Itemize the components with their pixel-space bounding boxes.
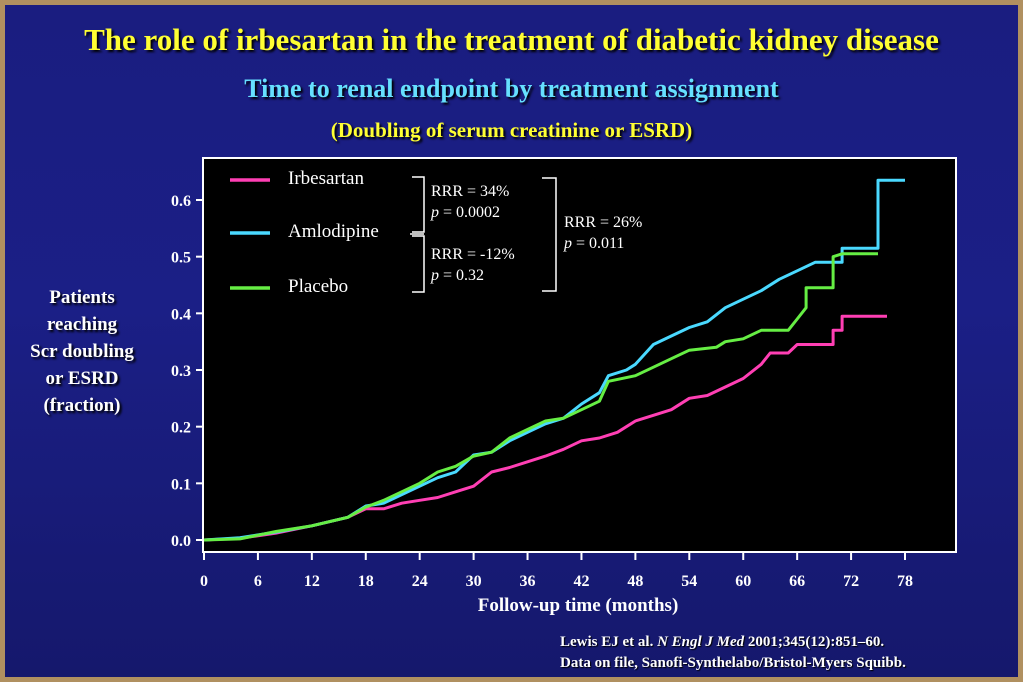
- legend-label: Irbesartan: [288, 168, 364, 189]
- x-tick-label: 48: [627, 573, 643, 590]
- x-tick-label: 18: [358, 573, 374, 590]
- legend-label: Placebo: [288, 276, 348, 297]
- y-axis: 0.0 0.1 0.2 0.3 0.4 0.5 0.6: [171, 193, 203, 550]
- rrr-value: RRR = 34%: [431, 183, 509, 200]
- series-line-placebo: [203, 252, 878, 542]
- p-value: p = 0.32: [430, 267, 484, 284]
- citation-line-2: Data on file, Sanofi-Synthelabo/Bristol-…: [560, 655, 906, 671]
- citation-reference: 2001;345(12):851–60.: [747, 634, 885, 650]
- slide-title: The role of irbesartan in the treatment …: [84, 22, 939, 57]
- bracket-line: [542, 177, 557, 292]
- y-axis-label-line: or ESRD: [45, 368, 119, 389]
- x-tick-label: 12: [304, 573, 320, 590]
- chart-subtitle: Time to renal endpoint by treatment assi…: [244, 74, 779, 103]
- legend-label: Amlodipine: [288, 221, 379, 242]
- chart-endpoint-definition: (Doubling of serum creatinine or ESRD): [330, 118, 693, 142]
- rrr-annotations: RRR = 34% p = 0.0002 RRR = -12% p = 0.32 RRR…: [410, 176, 642, 293]
- bracket-line: [412, 176, 425, 233]
- y-axis-label-line: (fraction): [43, 395, 121, 416]
- series-line-amlodipine: [203, 178, 905, 542]
- x-tick-label: 0: [200, 573, 208, 590]
- y-axis-label-line: Patients: [49, 287, 115, 308]
- series-line-irbesartan: [203, 314, 887, 542]
- x-tick-label: 24: [412, 573, 428, 590]
- x-tick-label: 72: [843, 573, 859, 590]
- p-value: p = 0.011: [563, 235, 624, 252]
- x-axis: 0 6 12 18 24 30 36 42 48 54 60 66 72 78: [200, 552, 913, 590]
- x-tick-label: 36: [520, 573, 536, 590]
- rrr-value: RRR = -12%: [431, 246, 515, 263]
- x-tick-label: 6: [254, 573, 262, 590]
- citation-authors: Lewis EJ et al.: [560, 634, 654, 650]
- x-tick-label: 66: [789, 573, 805, 590]
- y-tick-label: 0.1: [171, 476, 191, 493]
- x-tick-label: 60: [735, 573, 751, 590]
- y-axis-label-line: reaching: [46, 314, 118, 335]
- x-tick-label: 42: [573, 573, 589, 590]
- x-axis-label: Follow-up time (months): [478, 595, 679, 616]
- series-lines: [203, 178, 905, 542]
- y-tick-label: 0.5: [171, 250, 191, 267]
- rrr-value: RRR = 26%: [564, 214, 642, 231]
- y-tick-label: 0.4: [171, 306, 191, 323]
- citation-line-1: Lewis EJ et al. N Engl J Med 2001;345(12…: [560, 632, 906, 653]
- x-tick-label: 54: [681, 573, 697, 590]
- y-axis-label: Patients reaching Scr doubling or ESRD (…: [12, 284, 152, 419]
- legend: Irbesartan Amlodipine Placebo: [230, 168, 379, 297]
- p-value: p = 0.0002: [430, 204, 500, 221]
- citation: Lewis EJ et al. N Engl J Med 2001;345(12…: [560, 632, 906, 674]
- y-tick-label: 0.6: [171, 193, 191, 210]
- x-tick-label: 78: [897, 573, 913, 590]
- y-tick-label: 0.2: [171, 420, 191, 437]
- y-tick-label: 0.3: [171, 363, 191, 380]
- citation-journal: N Engl J Med: [657, 634, 745, 650]
- y-axis-label-line: Scr doubling: [30, 341, 134, 362]
- bracket-line: [412, 235, 425, 293]
- y-tick-label: 0.0: [171, 533, 191, 550]
- x-tick-label: 30: [466, 573, 482, 590]
- plot-area: [202, 157, 957, 553]
